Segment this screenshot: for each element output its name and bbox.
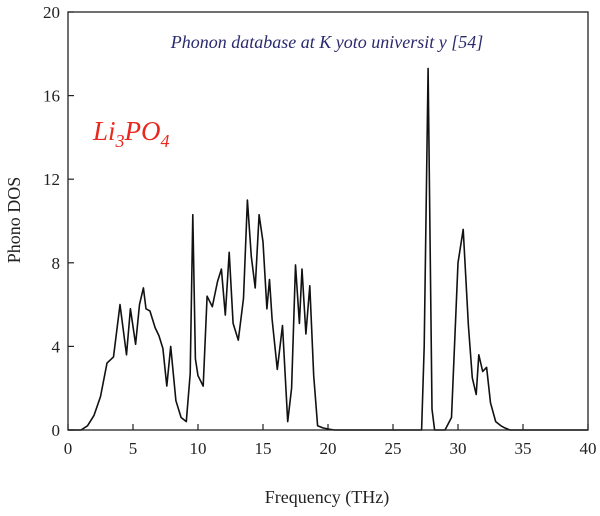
compound-sub-4: 4 xyxy=(161,131,170,151)
plot-frame xyxy=(67,11,589,431)
y-tick-label: 12 xyxy=(43,170,60,189)
y-tick-label: 0 xyxy=(52,421,61,440)
compound-sub-3: 3 xyxy=(115,131,125,151)
x-tick-label: 30 xyxy=(450,439,467,458)
plot-title: Phonon database at K yoto universit y [5… xyxy=(170,32,483,52)
y-tick-label: 16 xyxy=(43,87,60,106)
x-tick-label: 10 xyxy=(190,439,207,458)
y-axis-title: Phono DOS xyxy=(4,177,24,264)
x-tick-label: 20 xyxy=(320,439,337,458)
compound-po: PO xyxy=(124,116,161,146)
y-tick-label: 4 xyxy=(52,337,61,356)
x-tick-label: 40 xyxy=(580,439,597,458)
phonon-dos-line xyxy=(68,67,588,431)
x-tick-label: 35 xyxy=(515,439,532,458)
x-tick-label: 0 xyxy=(64,439,73,458)
compound-label: Li3PO4 xyxy=(92,116,170,151)
compound-li: Li xyxy=(92,116,116,146)
x-tick-label: 25 xyxy=(385,439,402,458)
x-axis-title: Frequency (THz) xyxy=(265,487,389,508)
y-tick-label: 20 xyxy=(43,3,60,22)
x-tick-label: 15 xyxy=(255,439,272,458)
y-tick-label: 8 xyxy=(52,254,61,273)
x-axis-ticks: 0 5 10 15 20 25 30 35 40 xyxy=(64,424,597,458)
x-tick-label: 5 xyxy=(129,439,138,458)
y-axis-ticks: 0 4 8 12 16 20 xyxy=(43,3,74,440)
